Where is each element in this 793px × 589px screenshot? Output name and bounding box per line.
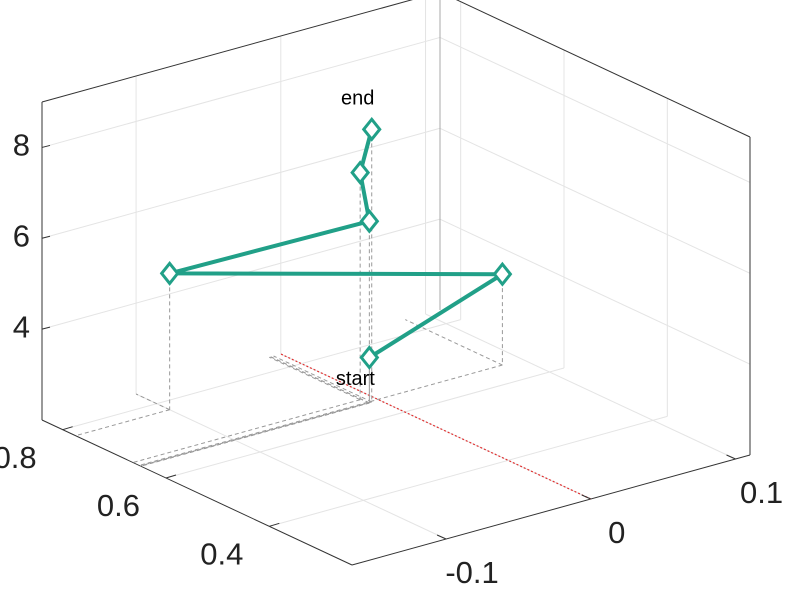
z-tick-label: 6 (13, 218, 30, 253)
box-edge (41, 0, 413, 103)
tick-mark (41, 144, 51, 148)
projection-line (139, 364, 503, 466)
marker (359, 345, 380, 370)
tick-mark (165, 474, 177, 479)
grid-line (269, 415, 668, 527)
projection-line (140, 402, 370, 467)
projection-line (135, 393, 170, 411)
tick-mark (41, 326, 51, 330)
grid-line (280, 353, 592, 500)
y-tick-label: 0.6 (97, 488, 140, 523)
grid-line (41, 127, 441, 239)
tick-mark (41, 235, 51, 239)
projection-line (132, 399, 361, 464)
grid-line (165, 367, 565, 479)
tick-mark (726, 454, 736, 460)
x-tick-label: -0.1 (445, 555, 498, 589)
grid-line (439, 218, 751, 365)
box-edge (455, 0, 751, 138)
grid-line (439, 127, 751, 274)
grid-line (135, 393, 447, 540)
y-tick-label: 0.4 (200, 537, 243, 572)
projection-line (405, 319, 503, 366)
tick-mark (269, 522, 280, 527)
x-tick-label: 0 (608, 515, 625, 550)
marker (492, 261, 513, 287)
grid-line (62, 319, 461, 431)
zero-line (280, 353, 592, 500)
tick-mark (62, 426, 73, 431)
z-tick-label: 8 (13, 128, 30, 163)
y-tick-label: 0.8 (0, 440, 37, 475)
marker (359, 208, 380, 234)
projection-line (140, 401, 372, 467)
grid-line (41, 36, 441, 148)
projection-line (75, 409, 170, 437)
point-label: end (341, 88, 374, 110)
projection-line (269, 356, 361, 401)
marker (159, 261, 180, 286)
tick-mark (581, 494, 592, 500)
tick-mark (436, 534, 447, 540)
marker (361, 116, 382, 142)
grid-line (425, 313, 736, 460)
marker (350, 160, 371, 185)
trajectory-line (167, 128, 505, 360)
x-tick-label: 0.1 (740, 475, 783, 510)
axis-line (41, 419, 353, 566)
axis-line (351, 454, 751, 566)
grid-line (439, 36, 751, 183)
point-label: start (336, 368, 375, 390)
z-tick-label: 4 (13, 309, 30, 344)
